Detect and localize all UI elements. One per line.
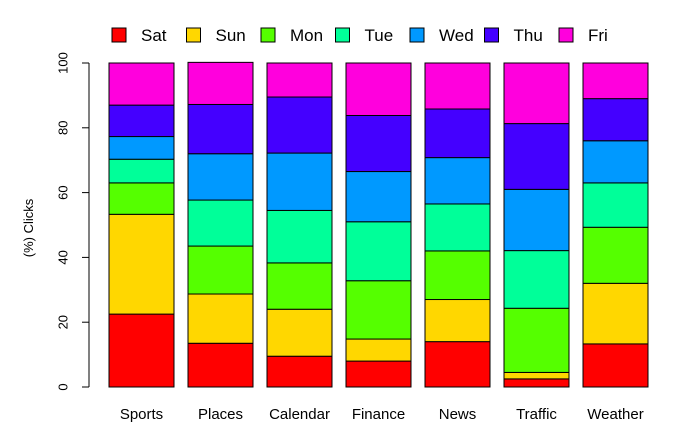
x-tick-label: Finance xyxy=(352,406,405,423)
bar-segment-weather-thu xyxy=(582,98,649,142)
bar-segment-calendar-sat xyxy=(266,355,333,388)
bar-segment-finance-wed xyxy=(345,171,412,223)
bar-segment-finance-tue xyxy=(345,221,412,282)
bar-segment-places-sat xyxy=(187,342,254,388)
x-tick-label: News xyxy=(439,406,477,423)
bar-segment-weather-sat xyxy=(582,343,649,388)
bar-segment-sports-wed xyxy=(108,136,175,160)
bar-segment-sports-mon xyxy=(108,182,175,215)
x-tick-label: Places xyxy=(198,406,243,423)
bar-segment-calendar-tue xyxy=(266,209,333,264)
bar-segment-sports-tue xyxy=(108,158,175,184)
y-tick-label: 20 xyxy=(55,315,70,329)
bar-segment-weather-wed xyxy=(582,140,649,184)
bar-segment-calendar-wed xyxy=(266,152,333,211)
legend-swatch-mon xyxy=(260,27,276,43)
bar-segment-traffic-sun xyxy=(503,371,570,380)
y-tick-label: 80 xyxy=(55,121,70,135)
bar-segment-traffic-fri xyxy=(503,62,570,125)
legend-swatch-wed xyxy=(409,27,425,43)
bar-segment-places-thu xyxy=(187,103,254,155)
bar-segment-places-wed xyxy=(187,153,254,201)
y-axis-label: (%) Clicks xyxy=(21,198,36,257)
bar-segment-finance-fri xyxy=(345,62,412,116)
bar-segment-sports-sun xyxy=(108,213,175,315)
bar-segment-finance-sat xyxy=(345,360,412,388)
bar-segment-news-thu xyxy=(424,108,491,159)
y-tick-label: 40 xyxy=(55,250,70,264)
bar-segment-traffic-tue xyxy=(503,250,570,309)
x-tick-label: Weather xyxy=(587,406,643,423)
bar-segment-weather-mon xyxy=(582,226,649,284)
legend-label-tue: Tue xyxy=(365,26,394,45)
x-tick-label: Sports xyxy=(120,406,163,423)
bar-segment-weather-sun xyxy=(582,282,649,345)
bar-segment-weather-tue xyxy=(582,182,649,228)
legend-label-thu: Thu xyxy=(514,26,543,45)
legend: Sat Sun Mon Tue Wed Thu Fri xyxy=(111,26,608,45)
bar-segment-sports-fri xyxy=(108,62,175,106)
legend-label-fri: Fri xyxy=(588,26,608,45)
legend-swatch-fri xyxy=(558,27,574,43)
bar-segment-places-fri xyxy=(187,61,254,105)
legend-label-wed: Wed xyxy=(439,26,474,45)
bar-segment-calendar-fri xyxy=(266,62,333,98)
bar-segment-places-tue xyxy=(187,199,254,247)
bar-segment-finance-thu xyxy=(345,114,412,173)
x-tick-label: Calendar xyxy=(269,406,330,423)
y-axis: 0 20 40 60 80 100 xyxy=(55,52,90,391)
legend-swatch-thu xyxy=(484,27,499,43)
bar-segment-news-tue xyxy=(424,203,491,252)
x-tick-label: Traffic xyxy=(516,406,557,423)
bar-segment-finance-mon xyxy=(345,280,412,340)
bar-segment-sports-thu xyxy=(108,104,175,138)
legend-swatch-tue xyxy=(335,27,350,43)
legend-label-sat: Sat xyxy=(141,26,167,45)
bar-segment-traffic-sat xyxy=(503,378,570,388)
legend-swatch-sat xyxy=(111,27,127,43)
bar-segment-finance-sun xyxy=(345,338,412,362)
bar-segment-sports-sat xyxy=(108,313,175,388)
y-tick-label: 100 xyxy=(55,52,70,74)
bar-segment-traffic-wed xyxy=(503,188,570,252)
bar-segment-places-mon xyxy=(187,245,254,295)
legend-label-sun: Sun xyxy=(216,26,246,45)
bar-segment-news-fri xyxy=(424,62,491,110)
bar-segment-calendar-mon xyxy=(266,262,333,310)
bar-segment-places-sun xyxy=(187,293,254,344)
y-tick-label: 0 xyxy=(55,383,70,390)
y-tick-label: 60 xyxy=(55,185,70,199)
bar-segment-traffic-thu xyxy=(503,123,570,190)
bar-segment-news-sat xyxy=(424,341,491,388)
bars xyxy=(108,61,649,388)
bar-segment-news-wed xyxy=(424,157,491,205)
bar-segment-calendar-sun xyxy=(266,308,333,357)
legend-swatch-sun xyxy=(186,27,201,43)
legend-label-mon: Mon xyxy=(290,26,323,45)
bar-segment-news-sun xyxy=(424,299,491,343)
x-axis-labels: Sports Places Calendar Finance News Traffic We… xyxy=(120,406,644,423)
bar-segment-traffic-mon xyxy=(503,307,570,373)
bar-segment-weather-fri xyxy=(582,62,649,100)
bar-segment-news-mon xyxy=(424,250,491,301)
bar-segment-calendar-thu xyxy=(266,96,333,154)
